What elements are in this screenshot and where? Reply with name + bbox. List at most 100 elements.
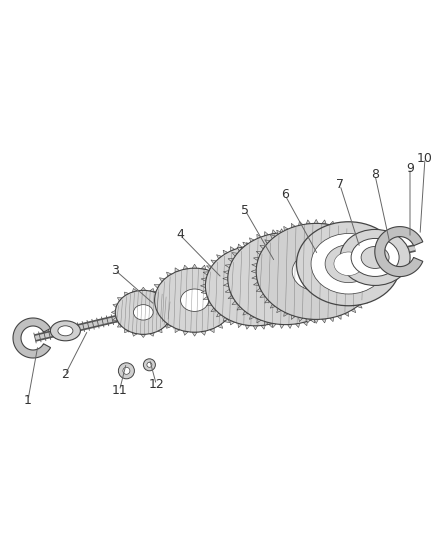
Polygon shape xyxy=(289,313,294,317)
Polygon shape xyxy=(234,298,240,302)
Polygon shape xyxy=(265,240,270,244)
Polygon shape xyxy=(206,302,212,306)
Polygon shape xyxy=(251,270,256,273)
Polygon shape xyxy=(261,325,265,329)
Polygon shape xyxy=(218,324,223,328)
Polygon shape xyxy=(150,298,155,302)
Polygon shape xyxy=(284,227,288,231)
Polygon shape xyxy=(184,265,188,270)
Polygon shape xyxy=(223,317,228,321)
Polygon shape xyxy=(272,230,276,234)
Ellipse shape xyxy=(292,252,340,290)
Polygon shape xyxy=(218,272,223,277)
Polygon shape xyxy=(225,289,230,293)
Polygon shape xyxy=(265,299,270,303)
Polygon shape xyxy=(223,250,228,254)
Polygon shape xyxy=(230,247,235,251)
Polygon shape xyxy=(192,264,197,268)
Polygon shape xyxy=(375,276,381,279)
Polygon shape xyxy=(343,283,348,287)
Polygon shape xyxy=(351,309,356,313)
Polygon shape xyxy=(117,297,122,301)
Polygon shape xyxy=(318,238,322,242)
Polygon shape xyxy=(233,305,238,309)
Polygon shape xyxy=(250,238,254,242)
Polygon shape xyxy=(166,324,172,328)
Text: 12: 12 xyxy=(148,378,164,391)
Polygon shape xyxy=(314,319,318,324)
Polygon shape xyxy=(375,263,381,267)
Polygon shape xyxy=(201,265,206,270)
Polygon shape xyxy=(272,323,276,327)
Polygon shape xyxy=(201,331,206,335)
Polygon shape xyxy=(357,304,362,308)
Text: 3: 3 xyxy=(111,263,119,277)
Polygon shape xyxy=(283,317,288,321)
Polygon shape xyxy=(311,319,315,323)
Polygon shape xyxy=(291,315,295,319)
Polygon shape xyxy=(141,334,146,337)
Polygon shape xyxy=(289,255,294,259)
Polygon shape xyxy=(230,285,235,288)
Polygon shape xyxy=(299,266,304,269)
Polygon shape xyxy=(270,235,276,239)
Ellipse shape xyxy=(244,276,274,294)
Polygon shape xyxy=(253,242,258,246)
Polygon shape xyxy=(169,304,174,308)
Polygon shape xyxy=(113,317,117,321)
Ellipse shape xyxy=(264,261,308,296)
Polygon shape xyxy=(330,317,334,321)
Polygon shape xyxy=(341,264,346,268)
Polygon shape xyxy=(337,223,341,228)
Ellipse shape xyxy=(334,252,363,276)
Polygon shape xyxy=(329,306,335,310)
Polygon shape xyxy=(371,288,376,292)
Polygon shape xyxy=(344,312,349,317)
Polygon shape xyxy=(261,243,265,247)
Polygon shape xyxy=(296,323,300,327)
Polygon shape xyxy=(245,243,250,247)
Polygon shape xyxy=(224,278,230,282)
Polygon shape xyxy=(283,250,288,254)
Polygon shape xyxy=(232,301,237,304)
Polygon shape xyxy=(294,308,300,312)
Polygon shape xyxy=(13,318,50,358)
Polygon shape xyxy=(291,223,295,228)
Polygon shape xyxy=(141,287,146,290)
Polygon shape xyxy=(341,289,346,293)
Polygon shape xyxy=(314,220,318,223)
Polygon shape xyxy=(363,299,368,303)
Polygon shape xyxy=(343,271,348,274)
Polygon shape xyxy=(256,252,261,255)
Polygon shape xyxy=(374,282,379,286)
Text: 4: 4 xyxy=(176,229,184,241)
Polygon shape xyxy=(306,220,311,224)
Ellipse shape xyxy=(155,268,235,332)
Text: 8: 8 xyxy=(371,168,379,182)
Ellipse shape xyxy=(237,271,274,301)
Polygon shape xyxy=(374,257,379,261)
Polygon shape xyxy=(250,315,254,319)
Polygon shape xyxy=(201,278,206,281)
Ellipse shape xyxy=(115,290,171,334)
Polygon shape xyxy=(232,253,237,256)
Polygon shape xyxy=(280,325,284,328)
Polygon shape xyxy=(299,302,304,306)
Polygon shape xyxy=(257,319,261,323)
Polygon shape xyxy=(164,297,169,301)
Polygon shape xyxy=(338,295,343,298)
Polygon shape xyxy=(124,292,129,296)
Polygon shape xyxy=(237,247,242,251)
Polygon shape xyxy=(117,324,122,327)
Polygon shape xyxy=(216,255,222,259)
Polygon shape xyxy=(330,221,334,225)
Polygon shape xyxy=(175,328,180,333)
Polygon shape xyxy=(276,321,280,325)
Polygon shape xyxy=(322,220,326,224)
Polygon shape xyxy=(288,229,292,233)
Polygon shape xyxy=(305,284,311,287)
Polygon shape xyxy=(265,321,268,326)
Polygon shape xyxy=(233,291,238,295)
Polygon shape xyxy=(211,308,216,312)
Polygon shape xyxy=(303,321,307,326)
